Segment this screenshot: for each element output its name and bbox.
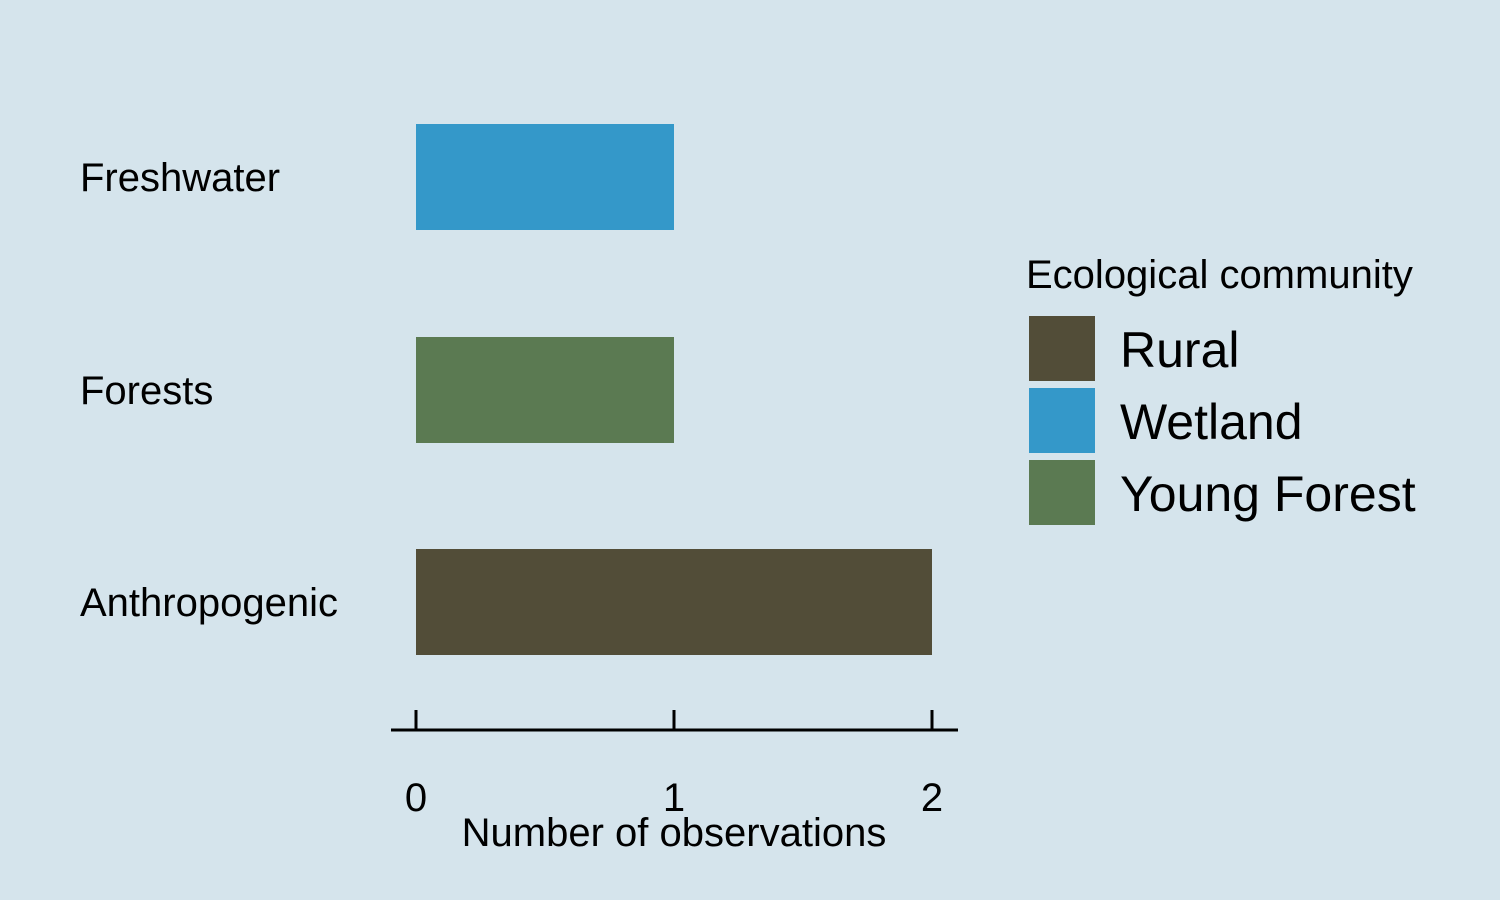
category-label-freshwater: Freshwater <box>80 156 280 200</box>
x-tick-label-1: 1 <box>663 776 685 820</box>
x-tick-label-2: 2 <box>921 776 943 820</box>
legend-label-young-forest: Young Forest <box>1120 466 1416 522</box>
x-axis: 0 1 2 <box>391 710 958 820</box>
bar-forests <box>416 337 674 443</box>
category-label-anthropogenic: Anthropogenic <box>80 581 338 625</box>
bars-group <box>416 124 932 655</box>
bar-freshwater <box>416 124 674 230</box>
legend-swatch-rural <box>1029 316 1095 381</box>
x-tick-label-0: 0 <box>405 776 427 820</box>
category-labels-group: Freshwater Forests Anthropogenic <box>80 156 338 625</box>
bar-anthropogenic <box>416 549 932 655</box>
legend: Ecological community Rural Wetland Young F… <box>1026 253 1416 525</box>
category-label-forests: Forests <box>80 369 213 413</box>
legend-label-rural: Rural <box>1120 322 1239 378</box>
legend-swatch-young-forest <box>1029 460 1095 525</box>
x-axis-title: Number of observations <box>462 811 887 855</box>
legend-title: Ecological community <box>1026 253 1413 297</box>
legend-label-wetland: Wetland <box>1120 394 1303 450</box>
legend-swatch-wetland <box>1029 388 1095 453</box>
